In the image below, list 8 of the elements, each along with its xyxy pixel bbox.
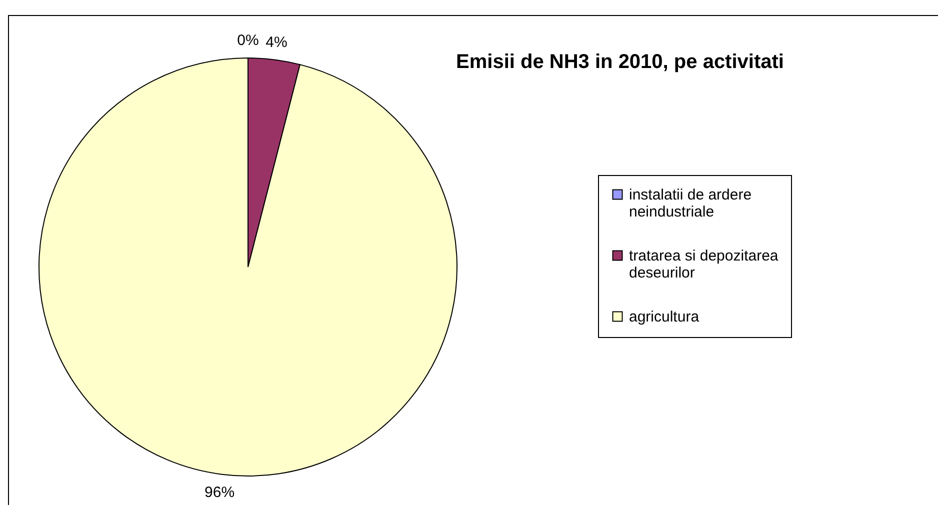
text: 0%	[237, 32, 259, 49]
legend-label: agricultura	[629, 308, 700, 326]
legend-label: tratarea si depozitarea deseurilor	[629, 248, 779, 282]
text: Emisii de NH3 in 2010, pe activitati	[456, 51, 784, 73]
legend-label: instalatii de ardere neindustriale	[629, 186, 752, 220]
data-label: 4%	[266, 34, 288, 51]
pie-slice	[38, 58, 458, 476]
data-label: 96%	[204, 484, 235, 502]
